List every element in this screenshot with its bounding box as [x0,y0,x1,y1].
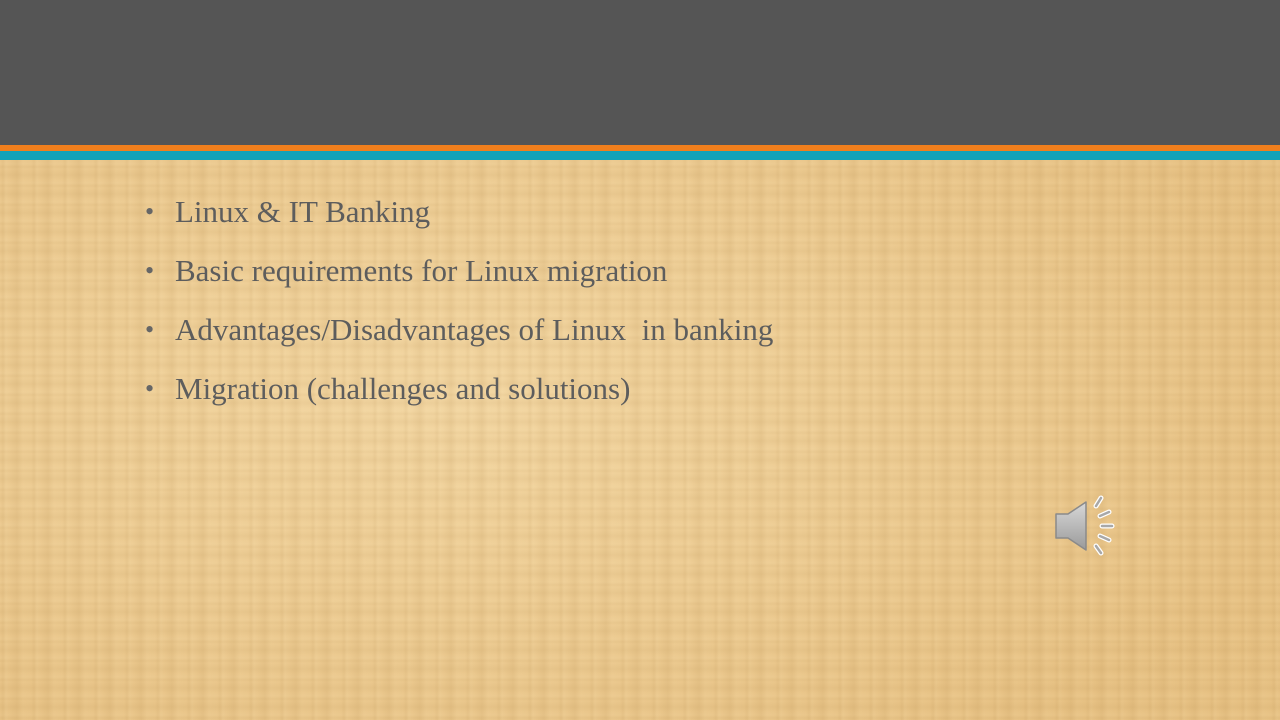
bullet-icon: • [145,315,155,344]
bullet-item: • Advantages/Disadvantages of Linux in b… [145,308,1145,367]
bullet-text: Migration (challenges and solutions) [175,371,631,406]
bullet-icon: • [145,374,155,403]
bullet-item: • Linux & IT Banking [145,190,1145,249]
bullet-list: • Linux & IT Banking • Basic requirement… [145,190,1145,426]
bullet-icon: • [145,197,155,226]
orange-accent-stripe [0,145,1280,151]
bullet-text: Basic requirements for Linux migration [175,253,668,288]
bullet-item: • Basic requirements for Linux migration [145,249,1145,308]
title-bar [0,0,1280,145]
bullet-icon: • [145,256,155,285]
speaker-icon-graphic [1055,495,1115,556]
bullet-text: Advantages/Disadvantages of Linux in ban… [175,312,774,347]
bullet-item: • Migration (challenges and solutions) [145,367,1145,426]
speaker-icon[interactable] [1052,492,1120,556]
teal-accent-stripe [0,151,1280,160]
bullet-text: Linux & IT Banking [175,194,431,229]
